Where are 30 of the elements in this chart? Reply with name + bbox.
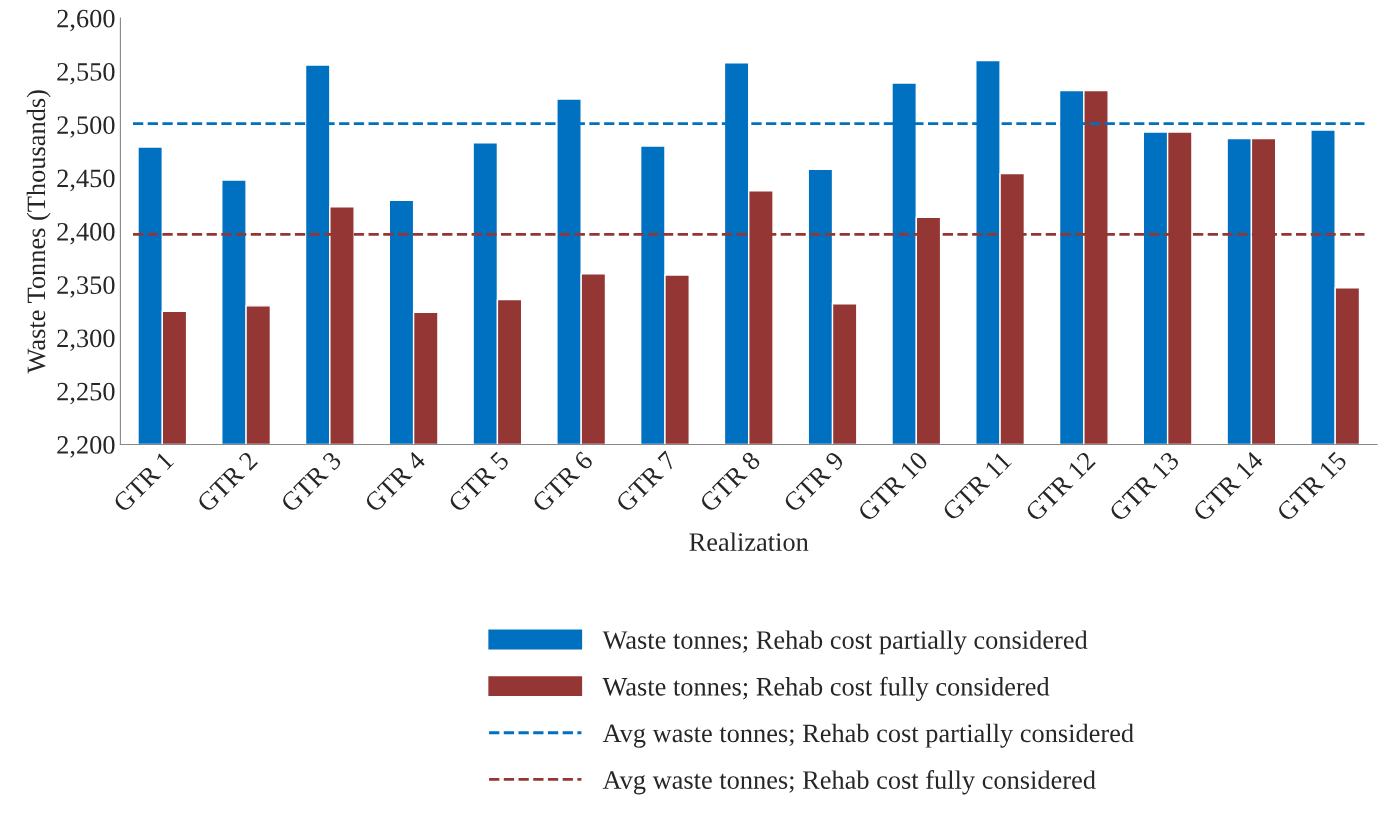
legend-label: Avg waste tonnes; Rehab cost partially considered	[602, 723, 1134, 748]
x-tick-label: GTR 15	[1275, 450, 1348, 523]
x-tick-label: GTR 10	[856, 450, 929, 523]
x-tick-label: GTR 8	[698, 450, 762, 513]
x-tick-label: GTR 6	[531, 450, 594, 513]
x-tick-label: GTR 5	[447, 450, 510, 513]
x-tick-label: GTR 9	[782, 450, 845, 513]
y-tick-label: 2,500	[57, 116, 115, 138]
legend-label: Avg waste tonnes; Rehab cost fully considered	[602, 770, 1096, 795]
y-tick-label: 2,350	[57, 276, 115, 298]
y-tick-label: 2,600	[57, 9, 115, 32]
y-tick-label: 2,200	[57, 436, 115, 458]
legend-label: Waste tonnes; Rehab cost partially considered	[602, 630, 1088, 655]
y-tick-label: 2,550	[57, 62, 115, 85]
y-tick-label: 2,300	[57, 329, 115, 352]
legend-label: Waste tonnes; Rehab cost fully considered	[602, 676, 1050, 702]
x-tick-label: GTR 1	[112, 451, 175, 513]
x-tick-label: GTR 2	[196, 450, 259, 513]
x-tick-label: GTR 3	[279, 450, 343, 513]
x-tick-label: GTR 11	[941, 451, 1013, 522]
y-tick-label: 2,250	[57, 382, 115, 405]
x-tick-label: GTR 12	[1024, 450, 1096, 523]
x-tick-label: GTR 4	[363, 450, 427, 513]
y-tick-label: 2,400	[57, 222, 115, 245]
x-tick-label: GTR 13	[1108, 450, 1181, 523]
x-axis-title: Realization	[689, 532, 809, 551]
x-tick-label: GTR 7	[615, 450, 678, 513]
x-tick-label: GTR 14	[1192, 450, 1265, 523]
y-tick-label: 2,450	[57, 169, 115, 192]
y-axis-title: Waste Tonnes (Thousands)	[26, 90, 51, 374]
